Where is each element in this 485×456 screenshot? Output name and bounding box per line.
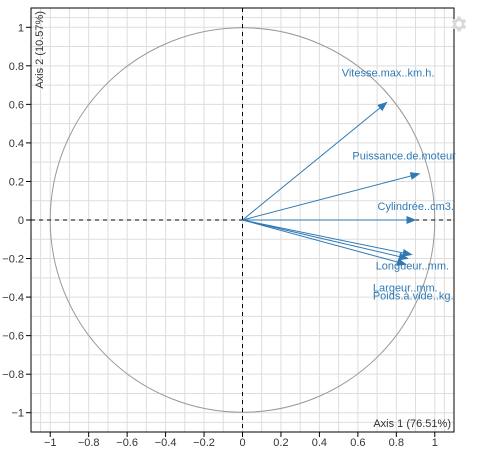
variable-arrow [242,172,421,221]
y-tick-label: −1 [11,408,24,420]
gear-icon[interactable] [449,14,469,34]
y-tick-label: −0.4 [2,292,24,304]
gear-icon-glyph [451,16,467,32]
x-tick-label: 1 [432,437,438,449]
y-tick-label: −0.6 [2,331,24,343]
x-tick-label: −1 [44,437,57,449]
x-axis-ticks: −1 −0.8 −0.6 −0.4 −0.2 0 0.2 0.4 0.6 0.8 1 [44,432,438,449]
variable-arrow [242,219,413,257]
x-tick-label: 0.4 [312,437,327,449]
y-tick-label: 0.6 [9,99,24,111]
x-axis-title: Axis 1 (76.51%) [373,418,451,430]
variable-label: Longueur..mm. [376,261,449,273]
y-tick-label: 0.4 [9,138,24,150]
variable-label: Cylindrée..cm3. [378,201,454,213]
variable-label: Largeur..mm. [373,282,438,294]
y-tick-label: 0 [18,215,24,227]
variable-label: Puissance.de.moteur [352,151,456,163]
y-tick-label: −0.2 [2,254,24,266]
x-tick-label: 0.2 [273,437,288,449]
x-tick-label: 0.8 [389,437,404,449]
x-tick-label: 0 [239,437,245,449]
y-tick-label: 0.8 [9,61,24,73]
variable-arrow [242,219,409,261]
x-tick-label: −0.8 [78,437,100,449]
variable-arrows [242,101,421,266]
y-tick-label: 0.2 [9,176,24,188]
y-tick-label: 1 [18,22,24,34]
x-tick-label: −0.4 [155,437,177,449]
y-tick-label: −0.8 [2,369,24,381]
x-tick-label: −0.2 [193,437,215,449]
y-axis-title: Axis 2 (10.57%) [34,11,46,89]
x-tick-label: −0.6 [116,437,138,449]
x-tick-label: 0.6 [350,437,365,449]
variable-arrow [242,101,388,221]
variable-label: Vitesse.max..km.h. [342,67,435,79]
variable-labels: Vitesse.max..km.h. Puissance.de.moteur Cyl… [342,67,456,302]
variable-label: Poids.à.vide..kg. [373,291,454,303]
y-axis-ticks: −1 −0.8 −0.6 −0.4 −0.2 0 0.2 0.4 0.6 0.8 1 [2,22,31,420]
variable-arrow [242,219,407,266]
